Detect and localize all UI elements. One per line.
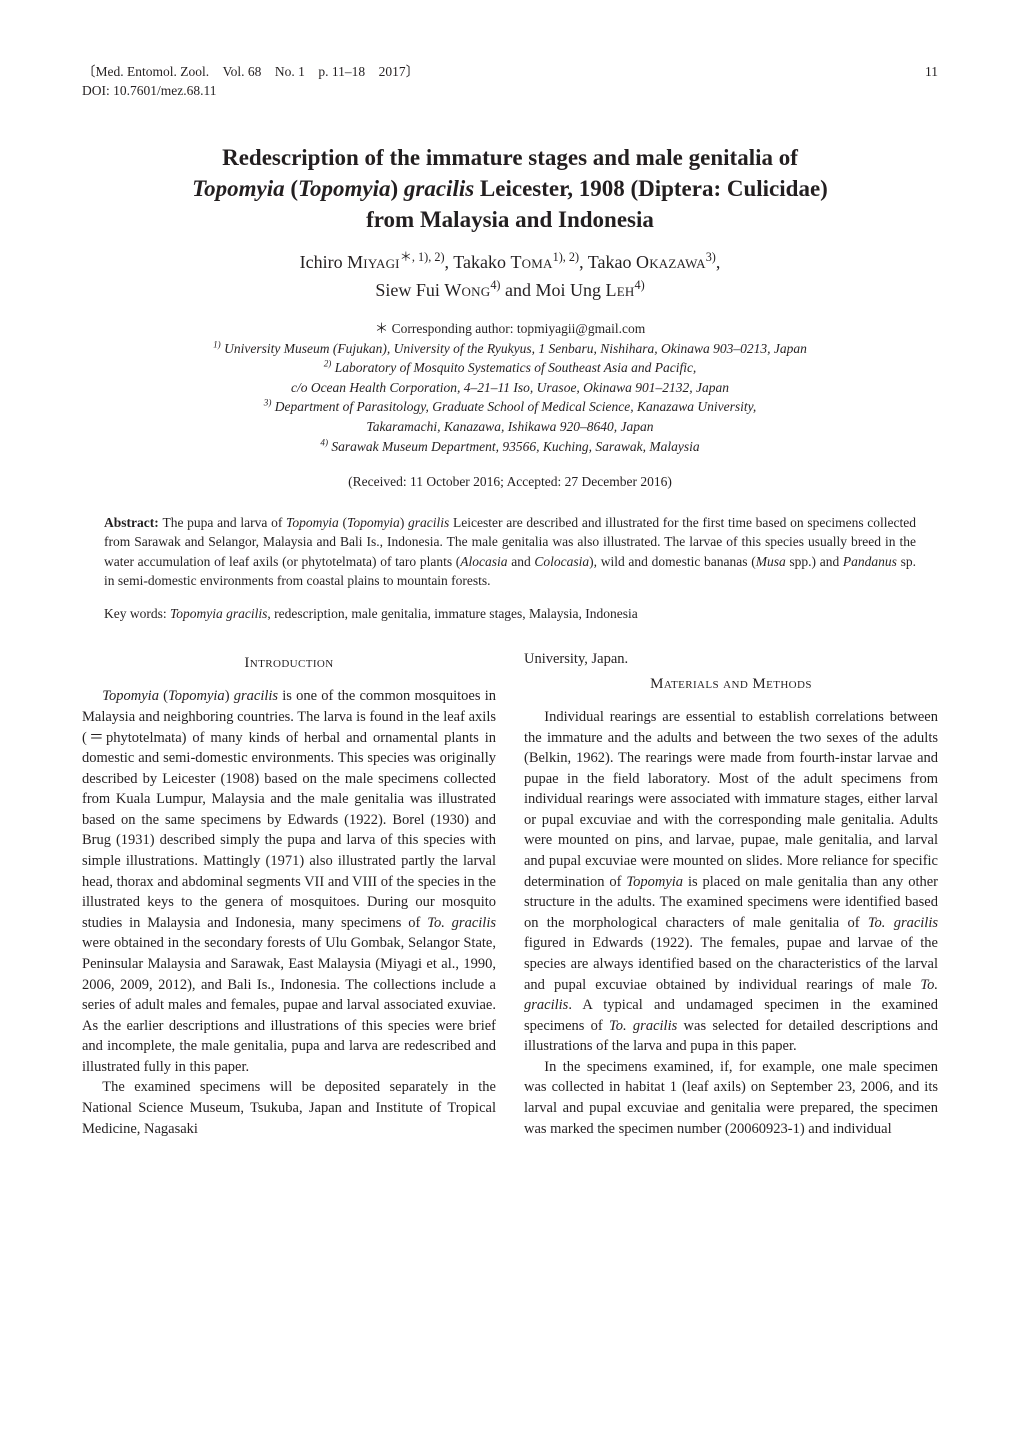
author-surname-3: Okazawa: [636, 252, 706, 272]
author-affil-sup-1: ＊, 1), 2): [400, 250, 445, 264]
title-subgenus: Topomyia: [298, 176, 390, 201]
title-block: Redescription of the immature stages and…: [82, 142, 938, 491]
methods-paragraph-2: In the specimens examined, if, for examp…: [524, 1057, 938, 1139]
running-header: 〔Med. Entomol. Zool. Vol. 68 No. 1 p. 11…: [82, 62, 938, 100]
section-heading-materials: Materials and Methods: [524, 674, 938, 695]
affil-3b: Takaramachi, Kanazawa, Ishikawa 920–8640…: [366, 419, 653, 434]
received-accepted: (Received: 11 October 2016; Accepted: 27…: [82, 472, 938, 491]
doi-line: DOI: 10.7601/mez.68.11: [82, 83, 216, 98]
body-columns: Introduction Topomyia (Topomyia) gracili…: [82, 649, 938, 1139]
author-surname-4: Wong: [444, 280, 490, 300]
methods-paragraph-1: Individual rearings are essential to est…: [524, 707, 938, 1057]
affil-2b: c/o Ocean Health Corporation, 4–21–11 Is…: [291, 380, 729, 395]
author-affil-sup-4: 4): [490, 278, 500, 292]
section-heading-introduction: Introduction: [82, 653, 496, 674]
keywords: Key words: Topomyia gracilis, redescript…: [104, 604, 916, 623]
journal-line: 〔Med. Entomol. Zool. Vol. 68 No. 1 p. 11…: [82, 64, 419, 79]
author-affil-sup-2: 1), 2): [553, 250, 580, 264]
title-genus: Topomyia: [192, 176, 284, 201]
page-number: 11: [925, 62, 938, 100]
affil-1: University Museum (Fujukan), University …: [221, 341, 807, 356]
corresponding-author: ＊ Corresponding author: topmiyagii@gmail…: [375, 321, 645, 336]
affil-sup-4: 4): [320, 437, 328, 447]
affiliations: ＊ Corresponding author: topmiyagii@gmail…: [82, 319, 938, 456]
author-surname-5: Leh: [606, 280, 635, 300]
author-affil-sup-5: 4): [634, 278, 644, 292]
intro-paragraph-2: The examined specimens will be deposited…: [82, 1077, 496, 1139]
abstract-label: Abstract:: [104, 515, 162, 530]
article-title: Redescription of the immature stages and…: [82, 142, 938, 235]
affil-3: Department of Parasitology, Graduate Sch…: [271, 399, 756, 414]
title-line3: from Malaysia and Indonesia: [366, 207, 654, 232]
title-line2-rest: Leicester, 1908 (Diptera: Culicidae): [474, 176, 828, 201]
affil-4: Sarawak Museum Department, 93566, Kuchin…: [328, 439, 700, 454]
author-surname-1: Miyagi: [347, 252, 400, 272]
title-species: gracilis: [404, 176, 474, 201]
author-affil-sup-3: 3): [706, 250, 716, 264]
affil-sup-1: 1): [213, 339, 221, 349]
header-left: 〔Med. Entomol. Zool. Vol. 68 No. 1 p. 11…: [82, 62, 419, 100]
author-surname-2: Toma: [510, 252, 552, 272]
authors: Ichiro Miyagi＊, 1), 2), Takako Toma1), 2…: [82, 249, 938, 305]
intro-paragraph-2-tail: University, Japan.: [524, 649, 938, 670]
affil-2: Laboratory of Mosquito Systematics of So…: [331, 360, 696, 375]
keywords-species: Topomyia gracilis: [170, 606, 267, 621]
keywords-rest: , redescription, male genitalia, immatur…: [267, 606, 637, 621]
intro-paragraph-1: Topomyia (Topomyia) gracilis is one of t…: [82, 686, 496, 1077]
title-line1: Redescription of the immature stages and…: [222, 145, 798, 170]
keywords-label: Key words:: [104, 606, 170, 621]
abstract: Abstract: The pupa and larva of Topomyia…: [104, 513, 916, 590]
